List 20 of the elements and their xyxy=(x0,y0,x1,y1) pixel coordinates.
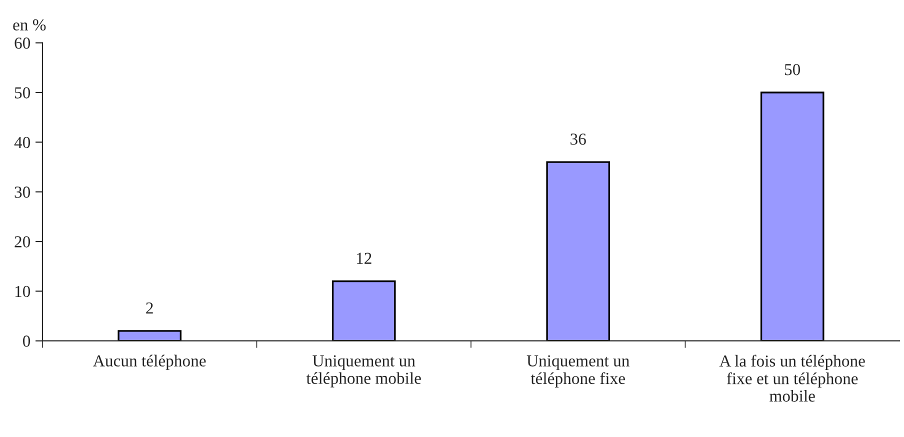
y-tick-label: 20 xyxy=(14,236,30,248)
bar xyxy=(332,280,396,341)
x-tick-label: A la fois un téléphone fixe et un téléphone mobile xyxy=(719,354,865,402)
data-label: 12 xyxy=(356,252,372,264)
x-tick-label: Uniquement un téléphone fixe xyxy=(526,355,630,388)
data-label: 50 xyxy=(784,64,800,76)
y-tick-label: 30 xyxy=(14,186,30,198)
y-tick-label: 10 xyxy=(15,286,30,298)
data-label: 36 xyxy=(570,134,586,145)
y-tick-label: 0 xyxy=(22,336,30,347)
y-tick-label: 50 xyxy=(14,87,30,98)
bar xyxy=(118,330,182,341)
x-tick-label: Aucun téléphone xyxy=(93,354,206,370)
x-tick-label: Uniquement un téléphone mobile xyxy=(306,355,421,388)
y-axis-title: en % xyxy=(13,19,46,31)
bar xyxy=(546,161,610,341)
bar xyxy=(760,92,824,341)
y-tick-label: 60 xyxy=(14,38,30,49)
data-label: 2 xyxy=(146,302,153,314)
y-tick-label: 40 xyxy=(14,136,30,148)
